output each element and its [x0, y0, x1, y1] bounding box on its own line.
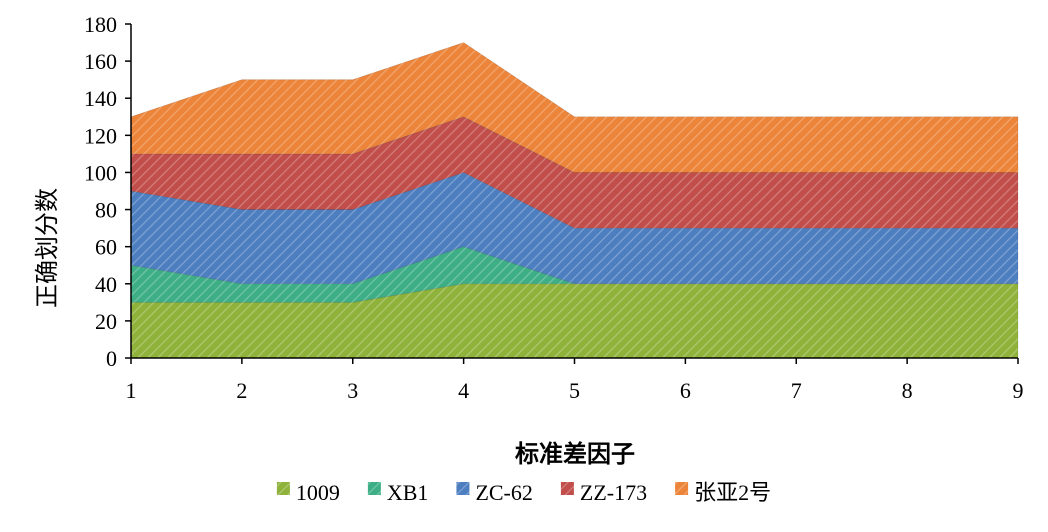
area-hatch — [131, 42, 1018, 173]
x-tick-label: 3 — [347, 378, 358, 403]
y-tick-label: 100 — [84, 160, 117, 185]
axes: 0 20 40 60 80 100 120 140 160 180 1 2 3 4 5 6 7 8 9 — [84, 12, 1024, 403]
legend-item-0: 1009 — [276, 480, 340, 505]
legend-label: ZZ-173 — [580, 480, 647, 505]
x-tick-label: 7 — [791, 378, 802, 403]
legend-label: XB1 — [387, 480, 429, 505]
legend-item-2: ZC-62 — [456, 480, 533, 505]
x-ticks: 1 2 3 4 5 6 7 8 9 — [126, 358, 1024, 403]
y-tick-label: 120 — [84, 123, 117, 148]
x-tick-label: 4 — [458, 378, 469, 403]
x-tick-label: 5 — [569, 378, 580, 403]
y-tick-label: 140 — [84, 86, 117, 111]
x-axis-label: 标准差因子 — [515, 440, 635, 468]
legend-item-3: ZZ-173 — [560, 480, 647, 505]
area-series-4 — [130, 42, 1019, 173]
y-tick-label: 80 — [95, 198, 117, 223]
legend: 1009 XB1 ZC-62 ZZ-173 张亚2号 — [276, 480, 771, 505]
y-tick-label: 20 — [95, 309, 117, 334]
legend-swatch-hatch — [276, 482, 290, 495]
y-tick-label: 40 — [95, 272, 117, 297]
y-tick-label: 60 — [95, 235, 117, 260]
legend-swatch-hatch — [675, 482, 689, 495]
legend-item-4: 张亚2号 — [675, 480, 771, 505]
x-tick-label: 9 — [1013, 378, 1024, 403]
y-axis-label: 正确划分数 — [34, 188, 61, 308]
legend-label: 张亚2号 — [694, 480, 771, 505]
legend-swatch-hatch — [560, 482, 574, 495]
legend-swatch-hatch — [456, 482, 470, 495]
y-ticks: 0 20 40 60 80 100 120 140 160 180 — [84, 12, 131, 371]
area-hatch — [131, 246, 1018, 303]
area-series-0 — [130, 283, 1019, 359]
y-tick-label: 180 — [84, 12, 117, 37]
area-layers — [130, 42, 1019, 359]
y-tick-label: 160 — [84, 49, 117, 74]
legend-label: 1009 — [296, 480, 340, 505]
x-tick-label: 1 — [126, 378, 137, 403]
x-tick-label: 8 — [902, 378, 913, 403]
legend-swatch-hatch — [367, 482, 381, 495]
y-tick-label: 0 — [106, 346, 117, 371]
x-tick-label: 6 — [680, 378, 691, 403]
x-tick-label: 2 — [236, 378, 247, 403]
legend-item-1: XB1 — [367, 480, 429, 505]
area-hatch — [131, 116, 1018, 229]
legend-label: ZC-62 — [475, 480, 532, 505]
area-hatch — [131, 283, 1018, 358]
